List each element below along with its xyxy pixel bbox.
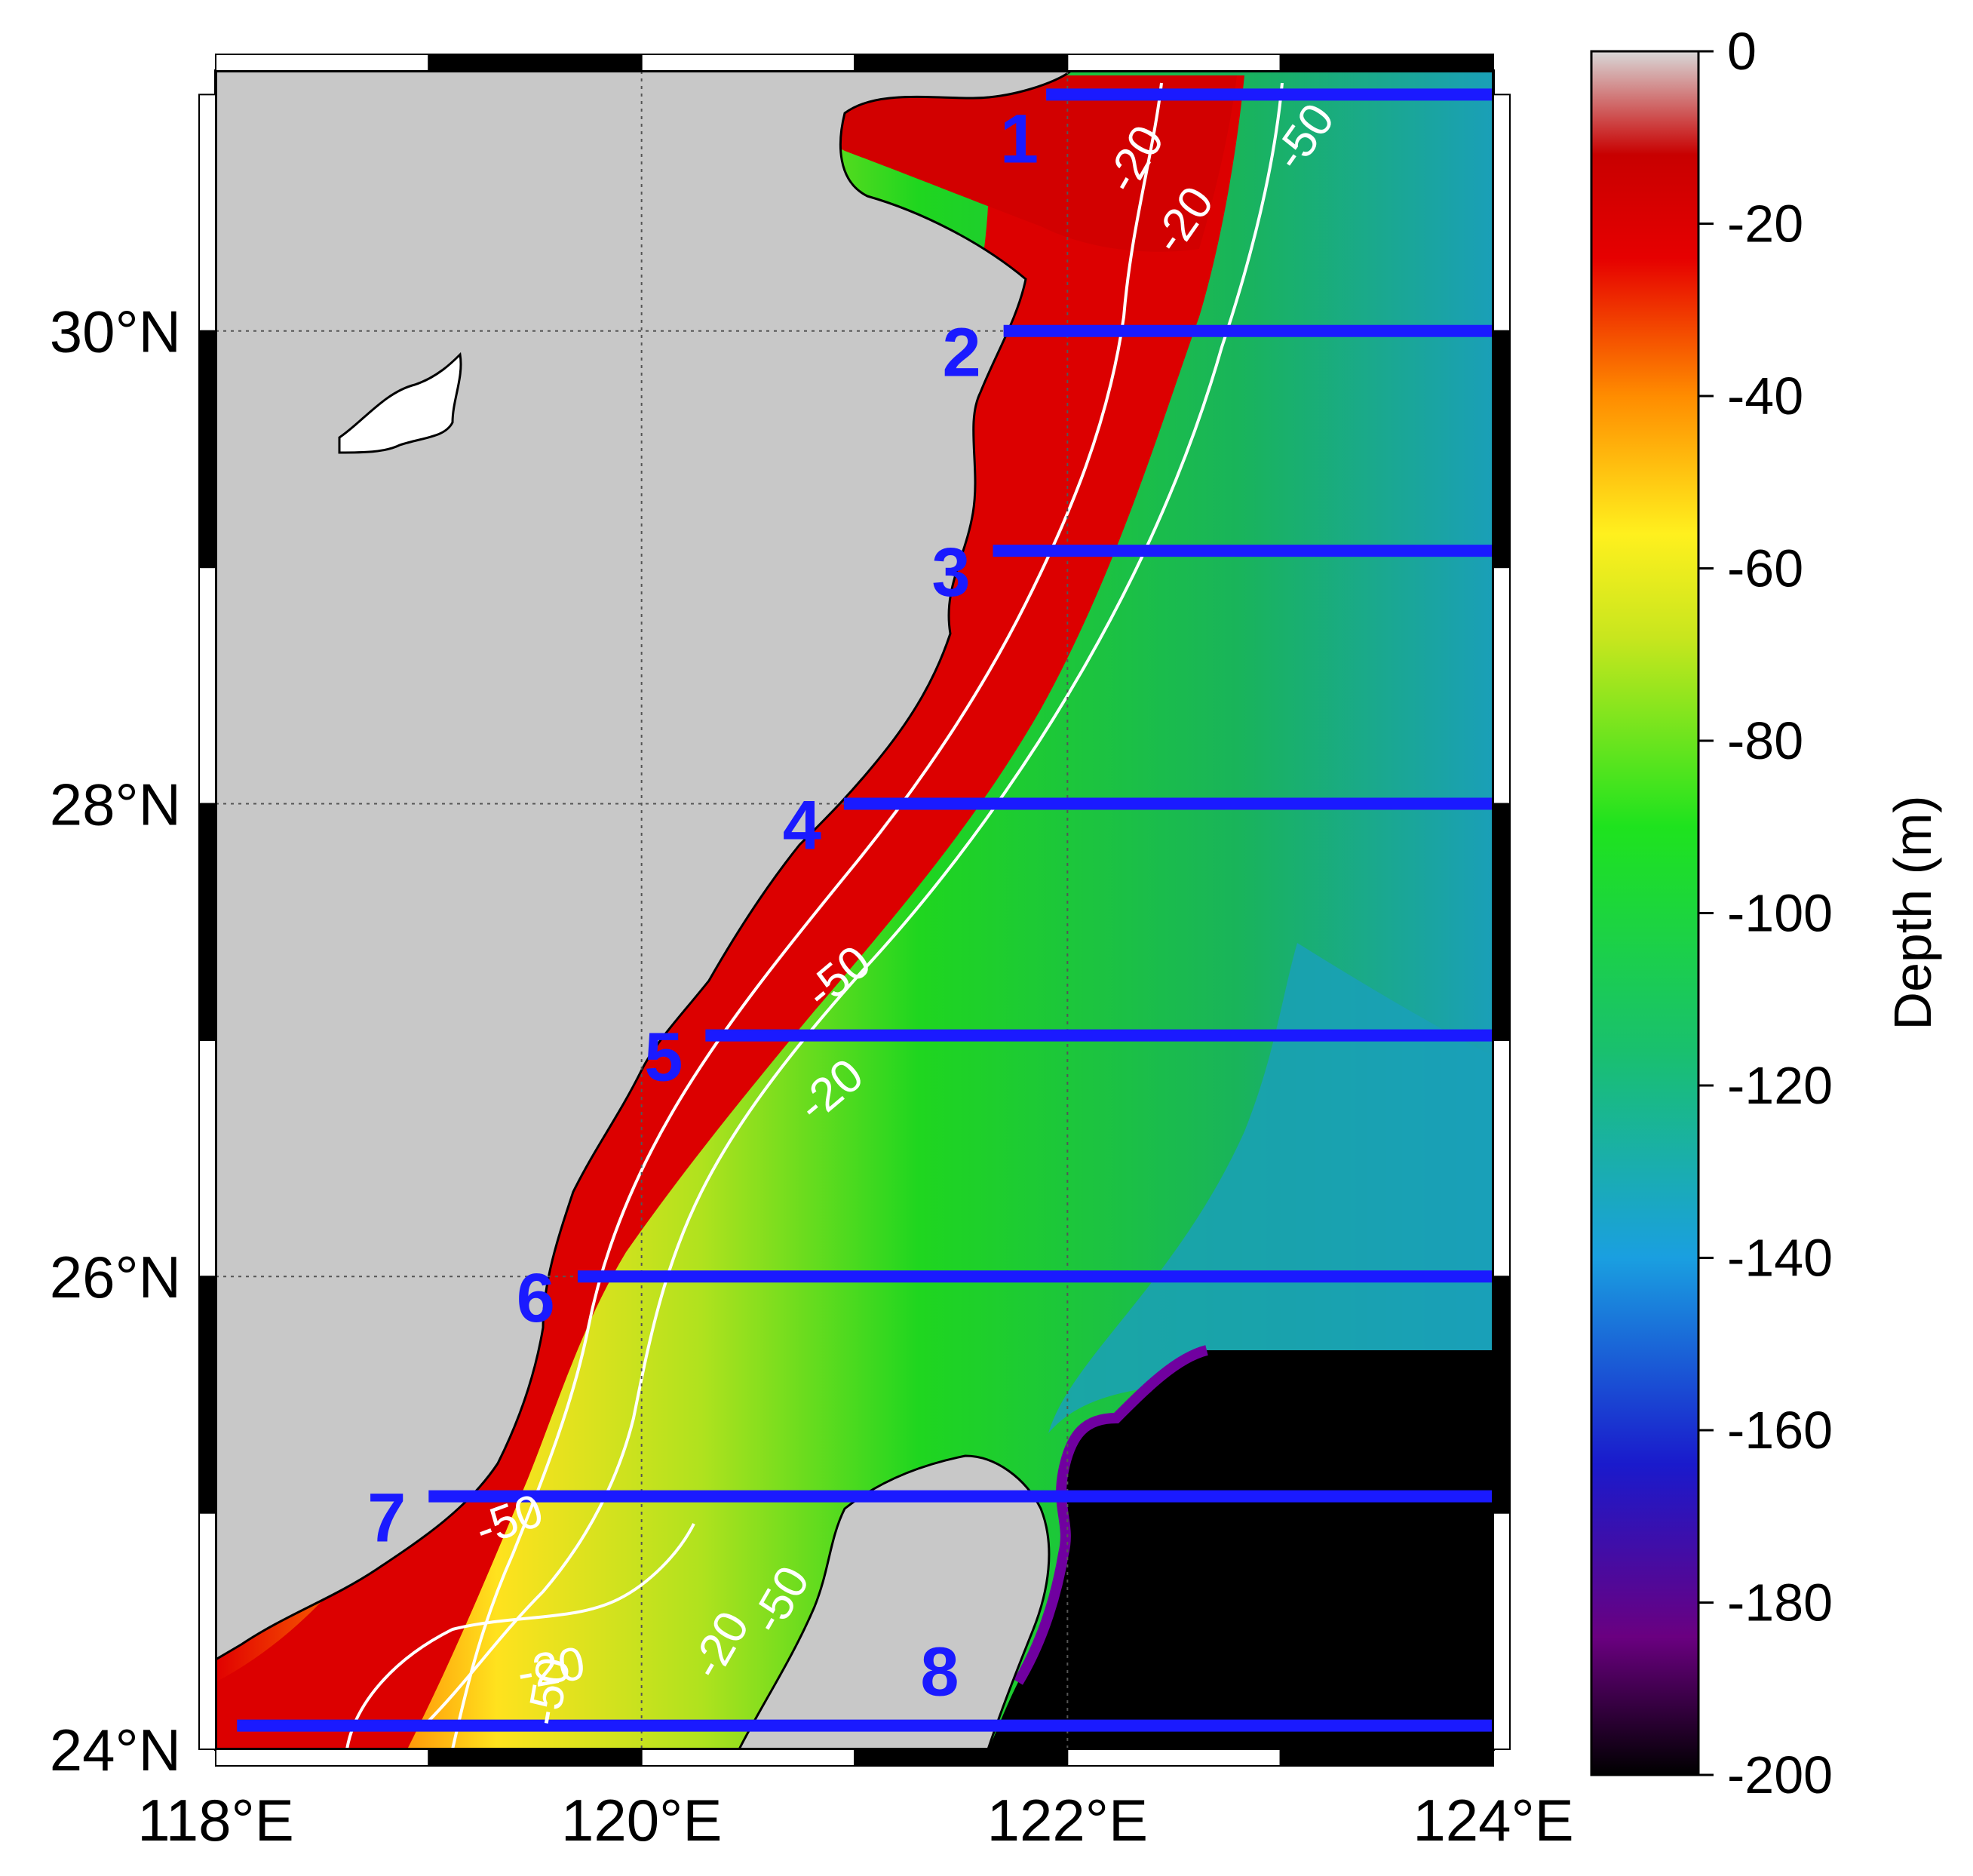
frame-tick-bottom: [428, 1749, 643, 1767]
contour-50m: [421, 82, 1284, 1729]
colorbar-tick-label: -100: [1727, 884, 1833, 943]
frame-tick-bottom: [215, 1749, 430, 1767]
colorbar-tick-label: -80: [1727, 711, 1803, 770]
frame-tick-right: [1493, 566, 1511, 805]
section-label-8: 8: [920, 1634, 959, 1711]
frame-ticks: [198, 54, 1511, 1767]
frame-tick-right: [1493, 94, 1511, 332]
deep-trough-region: [1048, 943, 1493, 1433]
section-labels: 1 2 3 4 5 6 7 8: [367, 100, 1039, 1710]
frame-tick-right: [1493, 1039, 1511, 1278]
frame-tick-right: [1493, 1276, 1511, 1514]
frame-tick-right: [1493, 1512, 1511, 1751]
frame-tick-right: [1493, 803, 1511, 1041]
frame-tick-left: [198, 803, 216, 1041]
section-lines: [237, 88, 1493, 1732]
frame-tick-bottom: [854, 1749, 1069, 1767]
section-label-7: 7: [367, 1480, 406, 1557]
inland-lake: [338, 352, 462, 454]
contour-label: -20: [513, 1637, 588, 1700]
colorbar-title: Depth (m): [1883, 795, 1942, 1030]
colorbar-tick-label: -180: [1727, 1574, 1833, 1632]
contour-50m-south: [345, 1523, 695, 1749]
section-label-2: 2: [942, 315, 980, 391]
section-label-1: 1: [1000, 100, 1039, 177]
deep-ocean-edge: [1013, 1345, 1208, 1685]
colorbar-tick-label: -60: [1727, 539, 1803, 598]
lon-label: 120°E: [561, 1787, 722, 1853]
colorbar-tick-label: 0: [1727, 22, 1757, 81]
lon-label: 124°E: [1413, 1787, 1573, 1853]
lat-label: 26°N: [50, 1244, 181, 1310]
frame-tick-bottom: [640, 1749, 856, 1767]
lat-label: 24°N: [50, 1717, 181, 1783]
contour-label: -50: [517, 1653, 581, 1729]
frame-tick-left: [198, 1039, 216, 1278]
frame-tick-right: [1493, 330, 1511, 569]
deep-ocean-region: [988, 1350, 1493, 1749]
section-label-5: 5: [644, 1019, 683, 1096]
colorbar-tick-label: -120: [1727, 1056, 1833, 1115]
taiwan-island: [738, 1454, 1051, 1749]
frame-tick-top: [1279, 54, 1494, 72]
colorbar-tick-label: -40: [1727, 367, 1803, 425]
frame-tick-bottom: [1279, 1749, 1494, 1767]
section-label-3: 3: [931, 534, 970, 611]
frame-tick-top: [428, 54, 643, 72]
colorbar-tick-label: -20: [1727, 195, 1803, 253]
colorbar: 0 -20 -40 -60 -80 -100 -120 -140 -160 -180 -200 De…: [1590, 22, 1942, 1804]
frame-tick-left: [198, 1512, 216, 1751]
section-label-6: 6: [517, 1260, 555, 1337]
frame-tick-left: [198, 94, 216, 332]
lon-label: 118°E: [137, 1787, 294, 1853]
colorbar-tick-label: -160: [1727, 1401, 1833, 1460]
north-shallow-plume: [799, 75, 1237, 252]
frame-tick-top: [215, 54, 430, 72]
frame-tick-top: [854, 54, 1069, 72]
section-label-4: 4: [783, 787, 821, 864]
map-plot-area: [216, 71, 1493, 1749]
lon-label: 122°E: [987, 1787, 1148, 1853]
frame-tick-top: [640, 54, 856, 72]
lat-label: 30°N: [50, 299, 181, 365]
colorbar-tick-label: -200: [1727, 1746, 1833, 1804]
colorbar-ticks: 0 -20 -40 -60 -80 -100 -120 -140 -160 -180 -200: [1698, 22, 1833, 1804]
frame-tick-top: [1066, 54, 1281, 72]
frame-tick-left: [198, 1276, 216, 1514]
colorbar-gradient: [1590, 50, 1700, 1776]
land-mass: [216, 71, 1073, 1661]
frame-tick-left: [198, 566, 216, 805]
frame-tick-left: [198, 330, 216, 569]
lat-label: 28°N: [50, 771, 181, 837]
latitude-labels: 30°N 28°N 26°N 24°N: [50, 299, 181, 1783]
frame-tick-bottom: [1066, 1749, 1281, 1767]
longitude-labels: 118°E 120°E 122°E 124°E: [137, 1787, 1573, 1853]
colorbar-tick-label: -140: [1727, 1229, 1833, 1288]
